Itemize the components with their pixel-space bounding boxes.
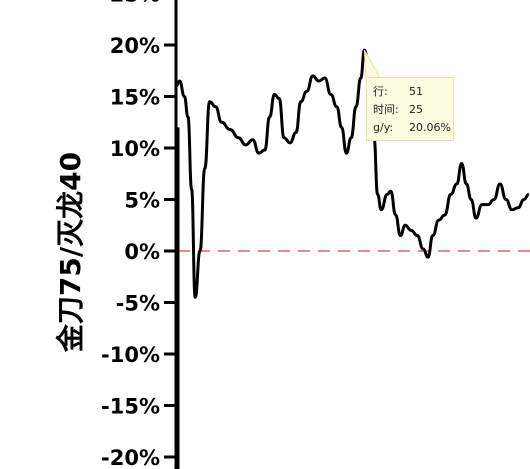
series-line [175,48,530,299]
y-tick-label: 5% [124,189,160,213]
tooltip-value: 51 [409,85,423,98]
y-tick-label: 20% [110,34,160,58]
tooltip-value: 25 [409,103,423,116]
y-tick-label: 15% [110,86,160,110]
tooltip-row: g/y: 20.06% [373,119,453,137]
y-tick-label: 25% [110,0,160,7]
y-tick-label: -5% [116,292,160,316]
tooltip: 行: 51 时间: 25 g/y: 20.06% [366,77,454,141]
y-tick-label: -15% [101,395,160,419]
y-tick-label: -20% [101,446,160,469]
series-layer [175,48,530,469]
y-tick-label: -10% [101,343,160,367]
hover-layer [363,49,381,79]
y-axis: -20% -15% -10% -5% 0% 5% 10% 15% 20% 25% [101,0,178,469]
tooltip-key: 行: [373,85,388,98]
tooltip-key: g/y: [373,121,394,134]
tooltip-row: 时间: 25 [373,101,453,119]
tooltip-row: 行: 51 [373,83,453,101]
tooltip-pointer [363,49,381,79]
tooltip-key: 时间: [373,103,399,116]
tooltip-value: 20.06% [409,121,451,134]
y-tick-label: 0% [124,240,160,264]
y-tick-label: 10% [110,137,160,161]
y-axis-label: 金刀75/灭龙40 [54,152,87,353]
